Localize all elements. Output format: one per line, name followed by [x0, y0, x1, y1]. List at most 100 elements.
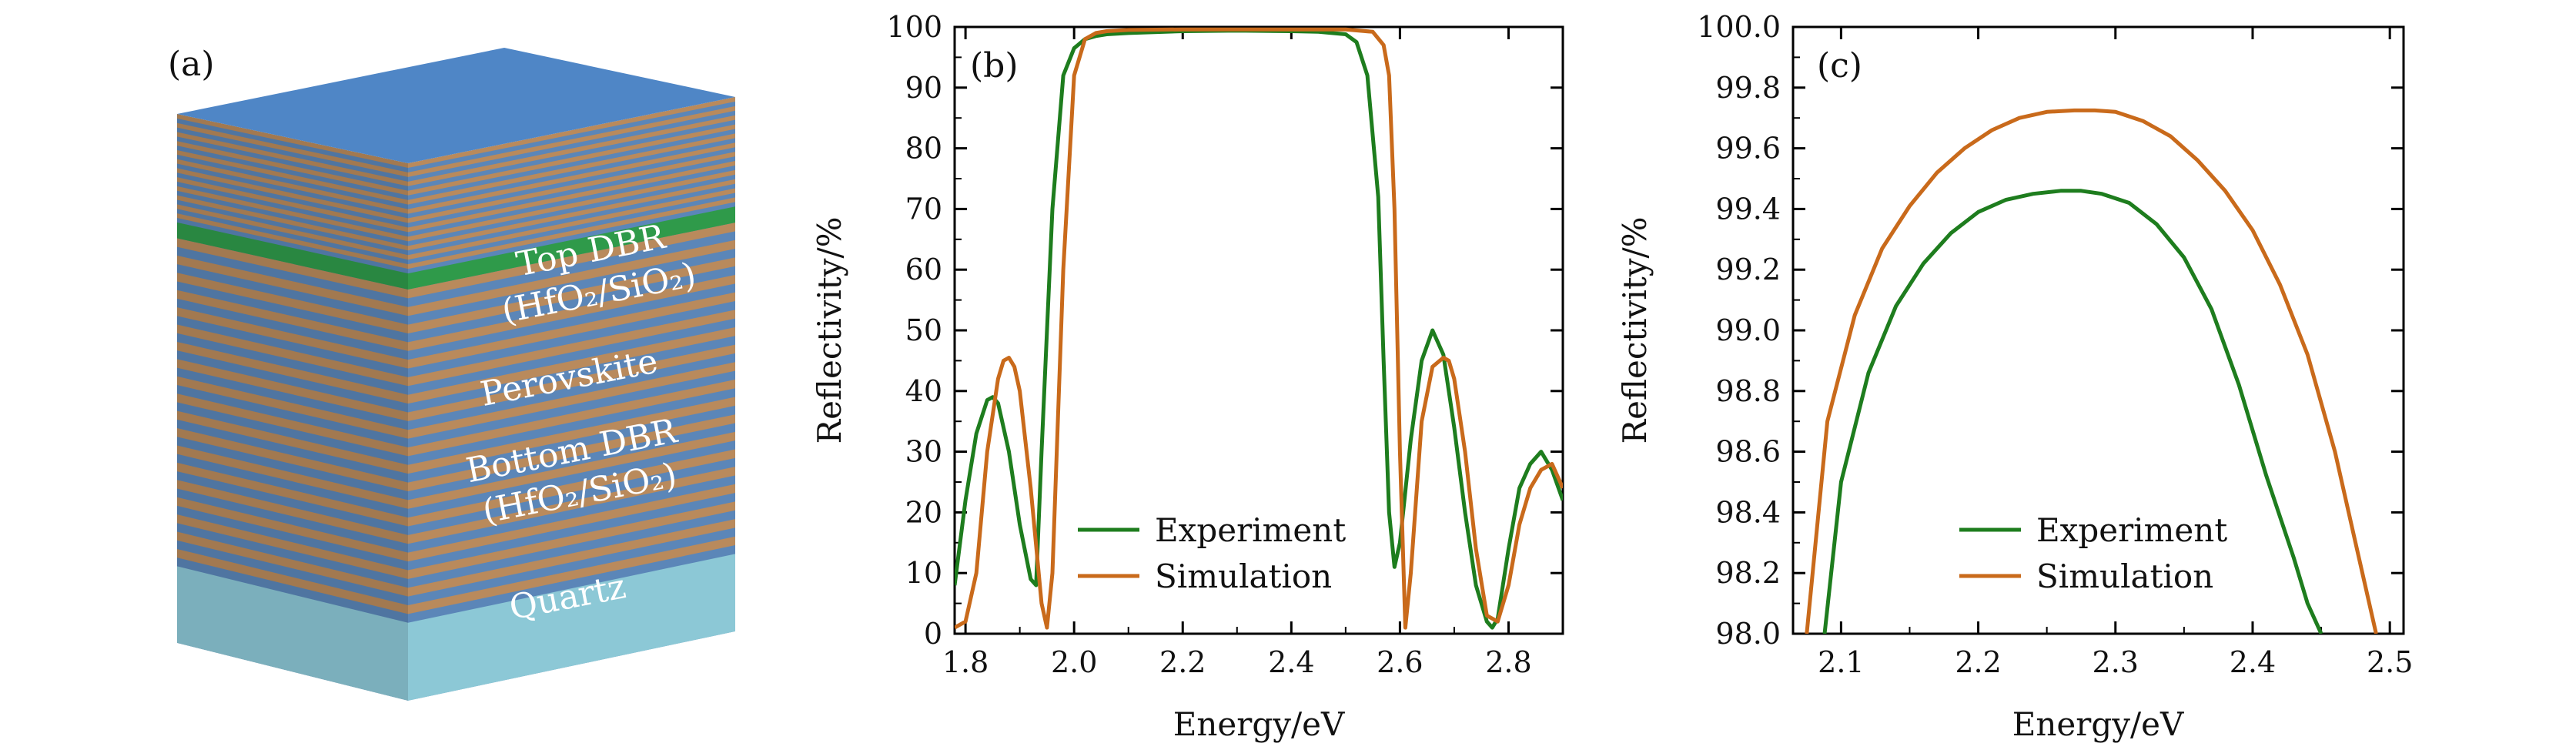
series-line-experiment	[1822, 189, 2323, 634]
bottom-dbr-stripe-front	[177, 462, 408, 527]
top-dbr-stripe-front	[177, 141, 408, 196]
x-tick-label: 2.5	[2367, 645, 2413, 679]
x-tick-label: 2.2	[1159, 645, 1206, 679]
y-tick-label: 99.4	[1715, 192, 1781, 226]
bottom-dbr-stripe-side	[408, 362, 735, 439]
y-tick-label: 99.8	[1715, 71, 1781, 105]
bottom-dbr-stripe-front	[177, 324, 408, 387]
top-dbr-stripe-front	[177, 195, 408, 251]
bottom-dbr-stripe-front	[177, 445, 408, 509]
bottom-dbr-stripe-front	[177, 428, 408, 491]
panel-label-c: (c)	[1817, 46, 1862, 85]
top-dbr-stripe-side	[408, 133, 735, 205]
y-axis-title-b: Reflectivity/%	[811, 216, 848, 444]
legend-label-experiment-b: Experiment	[1155, 511, 1346, 549]
bottom-dbr-stripe-front	[177, 255, 408, 316]
y-tick-label: 90	[905, 71, 942, 105]
y-tick-label: 99.6	[1715, 132, 1781, 166]
bottom-dbr-stripe-side	[408, 379, 735, 457]
x-tick-label: 2.1	[1818, 645, 1864, 679]
x-tick-label: 2.4	[2230, 645, 2276, 679]
top-dbr-stripe-front	[177, 168, 408, 223]
quartz-substrate-front	[177, 566, 408, 701]
panel-label-a: (a)	[168, 45, 215, 84]
bottom-dbr-stripe-side	[408, 223, 735, 299]
bottom-dbr-stripe-side	[408, 292, 735, 369]
top-dbr-stripe-side	[408, 169, 735, 242]
bottom-dbr-stripe-front	[177, 273, 408, 333]
top-dbr-stripe-side	[408, 115, 735, 186]
y-tick-label: 20	[905, 495, 942, 529]
x-tick-label: 2.3	[2093, 645, 2139, 679]
perovskite-layer-side	[408, 206, 735, 290]
x-tick-label: 2.2	[1955, 645, 2001, 679]
top-dbr-stripe-side	[408, 197, 735, 270]
legend-c: Experiment Simulation	[1959, 511, 2227, 595]
y-tick-label: 50	[905, 313, 942, 347]
y-tick-label: 70	[905, 192, 942, 226]
x-axis-title-c: Energy/eV	[2012, 705, 2184, 743]
bottom-dbr-stripe-side	[408, 414, 735, 491]
top-face	[177, 48, 735, 163]
top-dbr-stripe-front	[177, 213, 408, 270]
bottom-dbr-stripe-front	[177, 514, 408, 579]
top-dbr-stripe-front	[177, 132, 408, 186]
bottom-dbr-stripe-front	[177, 548, 408, 614]
series-line-simulation	[1805, 108, 2378, 634]
y-tick-label: 98.8	[1715, 374, 1781, 408]
x-axis-title-b: Energy/eV	[1173, 705, 1345, 743]
top-dbr-stripe-side	[408, 152, 735, 223]
top-dbr-stripe-front	[177, 114, 408, 168]
bottom-dbr-stripe-side	[408, 310, 735, 387]
bottom-dbr-stripe-front	[177, 290, 408, 351]
y-axis-title-c: Reflectivity/%	[1616, 216, 1654, 444]
y-tick-label: 98.0	[1715, 617, 1781, 651]
series-line-simulation	[955, 27, 1563, 630]
y-tick-label: 60	[905, 253, 942, 286]
y-tick-label: 10	[905, 556, 942, 590]
x-tick-label: 2.8	[1485, 645, 1531, 679]
bottom-dbr-stripe-side	[408, 501, 735, 579]
legend-b: Experiment Simulation	[1078, 511, 1346, 595]
front-shading	[177, 114, 408, 701]
y-tick-label: 99.0	[1715, 313, 1781, 347]
bottom-dbr-stripe-side	[408, 467, 735, 544]
y-tick-label: 99.2	[1715, 253, 1781, 286]
top-dbr-stripe-front	[177, 159, 408, 214]
bottom-dbr-stripe-front	[177, 480, 408, 544]
y-tick-label: 100	[886, 10, 942, 44]
top-dbr-stripe-front	[177, 204, 408, 260]
quartz-substrate-side	[408, 554, 735, 701]
chart-c: 2.1 2.2 2.3 2.4 2.5 98.0 98.2 98.4 98.6 98.8 99.0 9…	[1616, 10, 2413, 743]
series-line-experiment	[955, 28, 1563, 630]
top-dbr-stripe-front	[177, 122, 408, 177]
bottom-dbr-stripe-side	[408, 344, 735, 421]
bottom-dbr-stripe-side	[408, 484, 735, 562]
y-tick-label: 40	[905, 374, 942, 408]
y-tick-label: 0	[924, 617, 942, 651]
top-dbr-stripe-side	[408, 179, 735, 251]
bottom-dbr-stripe-side	[408, 239, 735, 316]
bottom-dbr-stripe-side	[408, 449, 735, 527]
y-tick-label: 100.0	[1697, 10, 1781, 44]
front-face	[177, 114, 408, 701]
perovskite-layer-front	[177, 222, 408, 290]
x-tick-label: 1.8	[942, 645, 989, 679]
bottom-dbr-stripe-front	[177, 341, 408, 404]
x-tick-label: 2.4	[1268, 645, 1314, 679]
y-tick-label: 98.4	[1715, 495, 1781, 529]
top-dbr-stripe-front	[177, 149, 408, 205]
bottom-dbr-stripe-side	[408, 519, 735, 597]
x-tick-label: 2.6	[1377, 645, 1423, 679]
bottom-dbr-stripe-side	[408, 257, 735, 333]
bottom-dbr-stripe-side	[408, 275, 735, 351]
bottom-dbr-stripe-front	[177, 307, 408, 369]
top-dbr-stripe-side	[408, 142, 735, 214]
microcavity-illustration: (a) Top DBR (HfO₂/SiO₂) Perovskite Botto…	[168, 45, 735, 701]
top-dbr-stripe-side	[408, 188, 735, 260]
top-dbr-stripe-side	[408, 97, 735, 168]
bottom-dbr-stripe-front	[177, 497, 408, 562]
y-tick-label: 98.2	[1715, 556, 1781, 590]
y-tick-label: 30	[905, 435, 942, 469]
bottom-dbr-stripe-side	[408, 536, 735, 614]
